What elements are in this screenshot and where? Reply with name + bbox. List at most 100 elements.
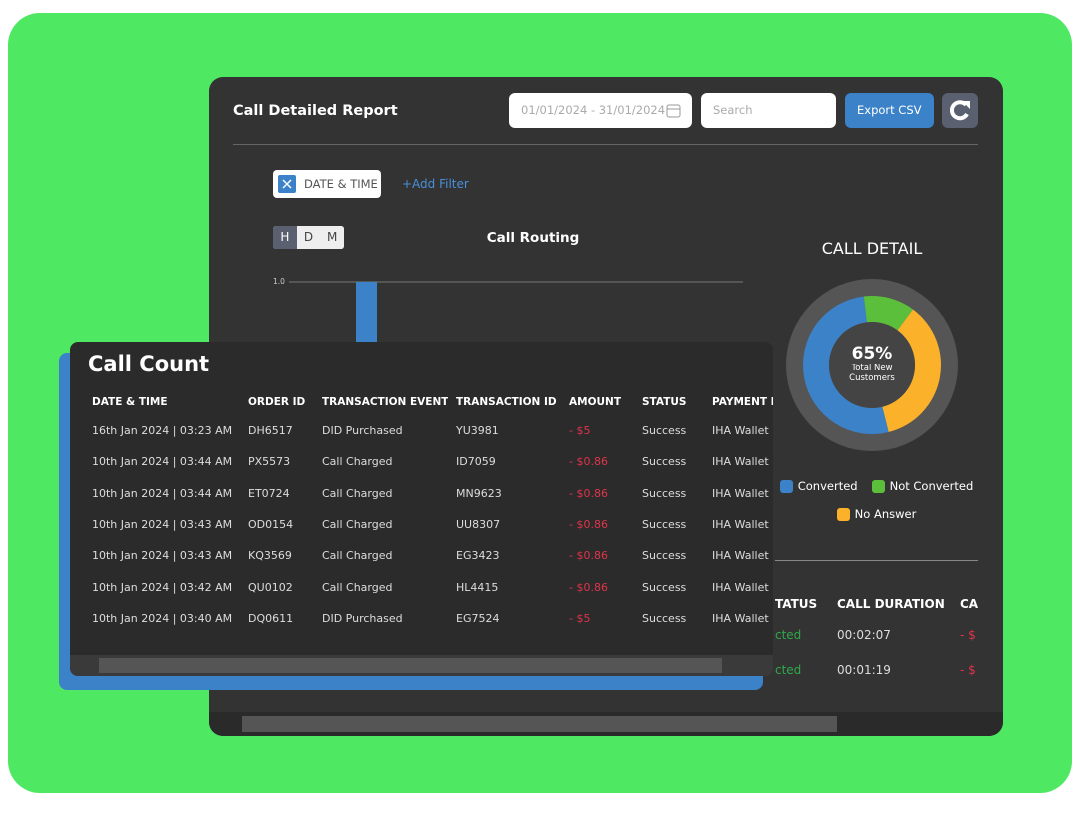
table-cell: DID Purchased	[322, 611, 403, 625]
table-cell: 10th Jan 2024 | 03:44 AM	[92, 486, 233, 500]
date-range-input[interactable]: 01/01/2024 - 31/01/2024	[509, 93, 692, 128]
column-header: TRANSACTION EVENT	[322, 396, 449, 408]
table-cell: Success	[642, 517, 687, 531]
column-header: STATUS	[642, 396, 687, 408]
chip-remove-icon[interactable]	[278, 175, 296, 193]
table-cell: - $0.86	[569, 517, 608, 531]
calendar-icon	[666, 104, 681, 118]
export-label: Export CSV	[857, 103, 922, 117]
toggle-button[interactable]: M	[320, 226, 344, 249]
add-filter-link[interactable]: +Add Filter	[402, 177, 469, 191]
table-cell: 00:01:19	[837, 663, 891, 677]
table-cell: DQ0611	[248, 611, 294, 625]
table-cell: MN9623	[456, 486, 502, 500]
table-cell: - $	[960, 663, 976, 677]
center-label: Total New Customers	[849, 364, 895, 383]
table-cell: IHA Wallet	[712, 611, 769, 625]
table-cell: Success	[642, 424, 687, 437]
legend-swatch	[779, 479, 793, 493]
donut-hole	[829, 322, 915, 408]
table-cell: IHA Wallet	[712, 580, 769, 594]
table-cell: 16th Jan 2024 | 03:23 AM	[92, 424, 233, 437]
export-button[interactable]: Export CSV	[845, 93, 934, 128]
table-cell: 00:02:07	[837, 628, 891, 642]
report-title: Call Detailed Report	[233, 103, 398, 119]
call-count-title: Call Count	[88, 352, 210, 376]
scroll-thumb[interactable]	[242, 716, 837, 732]
filter-chip[interactable]: DATE & TIME	[273, 170, 381, 198]
legend-item: Not Converted	[871, 479, 974, 493]
donut-chart: 65%Total New Customers	[786, 279, 958, 451]
table-cell: IHA Wallet	[712, 455, 769, 469]
column-header: TATUS	[775, 597, 818, 611]
table-cell: - $0.86	[569, 549, 608, 563]
table-cell: IHA Wallet	[712, 517, 769, 531]
table-cell: - $	[960, 628, 976, 642]
donut-segment	[863, 296, 913, 331]
divider	[233, 144, 978, 145]
table-cell: 10th Jan 2024 | 03:42 AM	[92, 580, 233, 594]
table-cell: cted	[775, 663, 802, 677]
table-cell: - $0.86	[569, 486, 608, 500]
table-cell: Call Charged	[322, 455, 393, 469]
chip-label: DATE & TIME	[304, 177, 378, 191]
table-cell: 10th Jan 2024 | 03:44 AM	[92, 455, 233, 469]
legend-label: Converted	[797, 479, 858, 493]
table-cell: Success	[642, 549, 687, 563]
search-input[interactable]: Search	[701, 93, 836, 128]
column-header: AMOUNT	[569, 396, 621, 408]
column-header: TRANSACTION ID	[456, 396, 557, 408]
divider	[775, 560, 978, 561]
table-cell: 10th Jan 2024 | 03:43 AM	[92, 517, 233, 531]
table-cell: OD0154	[248, 517, 294, 531]
donut-segment	[803, 296, 889, 434]
table-cell: - $5	[569, 611, 591, 625]
search-placeholder: Search	[713, 103, 753, 117]
refresh-icon	[949, 100, 970, 121]
table-cell: Call Charged	[322, 580, 393, 594]
legend-label: Not Converted	[889, 479, 974, 493]
toggle-button[interactable]: D	[296, 226, 321, 249]
table-cell: 10th Jan 2024 | 03:40 AM	[92, 611, 233, 625]
table-cell: Call Charged	[322, 549, 393, 563]
table-cell: HL4415	[456, 580, 499, 594]
legend-swatch	[836, 507, 850, 521]
table-cell: DID Purchased	[322, 424, 403, 437]
refresh-button[interactable]	[942, 93, 978, 128]
table-cell: KQ3569	[248, 549, 292, 563]
table-cell: IHA Wallet	[712, 486, 769, 500]
column-header: DATE & TIME	[92, 396, 168, 408]
table-cell: YU3981	[456, 424, 499, 437]
table-cell: IHA Wallet	[712, 424, 769, 437]
center-value: 65%	[852, 344, 893, 364]
legend-item: Converted	[779, 479, 858, 493]
donut-segment	[882, 309, 941, 432]
table-cell: Success	[642, 611, 687, 625]
table-cell: Success	[642, 455, 687, 469]
scrollbar[interactable]	[70, 655, 773, 676]
table-cell: PX5573	[248, 455, 291, 469]
call-detail-title: CALL DETAIL	[821, 239, 923, 258]
table-cell: Success	[642, 580, 687, 594]
table-cell: EG3423	[456, 549, 500, 563]
toggle-button[interactable]: H	[273, 226, 297, 249]
column-header: CA	[960, 597, 979, 611]
y-tick-label: 1.0	[273, 277, 285, 286]
scroll-thumb[interactable]	[99, 658, 722, 673]
chart-title: Call Routing	[486, 230, 580, 246]
column-header: ORDER ID	[248, 396, 306, 408]
scrollbar[interactable]	[209, 712, 1003, 736]
table-cell: - $5	[569, 424, 591, 437]
column-header: PAYMENT METHOD	[712, 396, 773, 408]
table-cell: ET0724	[248, 486, 290, 500]
legend-item: No Answer	[836, 507, 916, 521]
table-cell: - $0.86	[569, 580, 608, 594]
table-cell: ID7059	[456, 455, 496, 469]
table-cell: - $0.86	[569, 455, 608, 469]
legend: Converted Not Converted No Answer	[769, 479, 984, 521]
table-cell: Call Charged	[322, 517, 393, 531]
table-cell: Call Charged	[322, 486, 393, 500]
table-cell: Success	[642, 486, 687, 500]
